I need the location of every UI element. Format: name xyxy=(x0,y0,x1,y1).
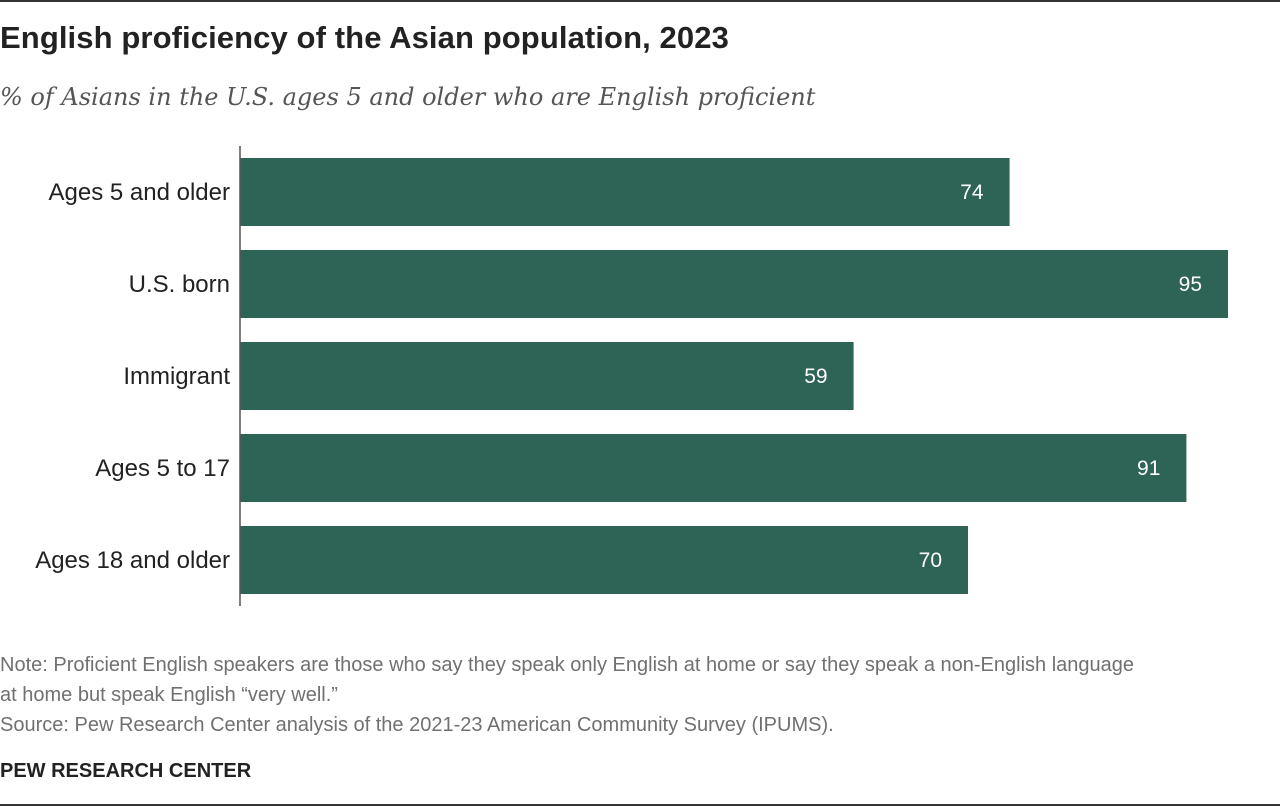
category-label: Immigrant xyxy=(123,363,230,390)
value-label: 95 xyxy=(1179,273,1202,296)
value-label: 70 xyxy=(919,549,942,572)
bar xyxy=(240,158,1010,226)
category-label: Ages 18 and older xyxy=(35,547,230,574)
bar xyxy=(240,342,854,410)
chart-subtitle: % of Asians in the U.S. ages 5 and older… xyxy=(0,83,816,111)
bar-chart: Ages 5 and older 74 U.S. born 95 Immigrant 59… xyxy=(35,146,1228,606)
category-label: U.S. born xyxy=(129,271,230,298)
value-label: 59 xyxy=(804,365,827,388)
organization-label: PEW RESEARCH CENTER xyxy=(0,760,252,782)
category-label: Ages 5 to 17 xyxy=(95,455,230,482)
bar xyxy=(240,526,968,594)
bar xyxy=(240,250,1228,318)
value-label: 91 xyxy=(1137,457,1160,480)
note-line-1: Note: Proficient English speakers are th… xyxy=(0,654,1134,676)
bar xyxy=(240,434,1187,502)
chart-note: Note: Proficient English speakers are th… xyxy=(0,650,1280,740)
chart-title: English proficiency of the Asian populat… xyxy=(0,20,729,55)
source-line: Source: Pew Research Center analysis of … xyxy=(0,714,834,736)
bottom-rule xyxy=(0,804,1280,806)
category-label: Ages 5 and older xyxy=(49,179,230,206)
top-rule xyxy=(0,0,1280,2)
value-label: 74 xyxy=(960,181,984,204)
note-line-2: at home but speak English “very well.” xyxy=(0,684,338,706)
